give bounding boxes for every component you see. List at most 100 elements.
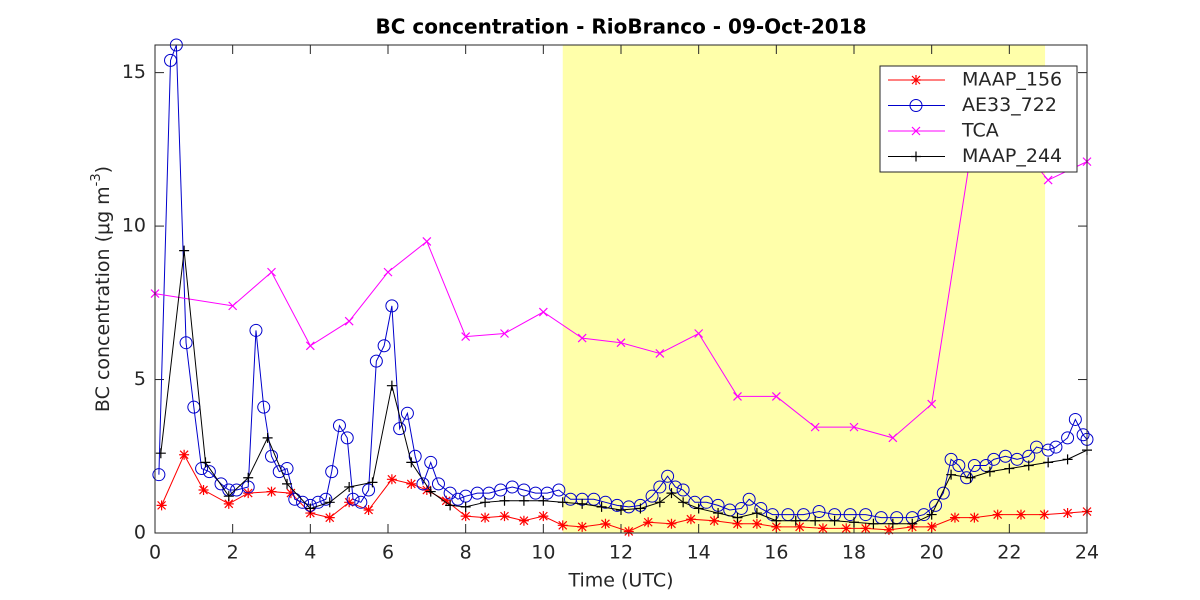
marker [616, 338, 626, 348]
marker [911, 151, 921, 162]
y-axis-label: BC concentration (μg m-3) [89, 166, 114, 412]
marker [324, 497, 335, 508]
x-axis-label: Time (UTC) [567, 570, 673, 592]
marker [849, 517, 859, 528]
marker [643, 517, 654, 528]
marker [386, 474, 397, 485]
marker [557, 497, 568, 508]
marker [311, 495, 325, 509]
marker [812, 505, 826, 519]
marker [340, 431, 354, 445]
marker [927, 399, 937, 409]
marker [887, 518, 898, 529]
marker [243, 472, 254, 483]
marker [202, 465, 216, 479]
marker [406, 457, 417, 468]
x-tick-label: 6 [382, 542, 394, 564]
marker [685, 514, 696, 525]
marker [451, 492, 465, 506]
marker [843, 508, 857, 522]
y-tick-label: 10 [122, 215, 146, 237]
marker [285, 488, 296, 499]
legend-label: MAAP_156 [962, 69, 1062, 91]
marker [678, 497, 689, 508]
marker [654, 497, 665, 508]
marker [911, 126, 921, 136]
marker [751, 518, 762, 529]
marker [332, 419, 346, 433]
marker [425, 486, 436, 497]
marker [751, 508, 762, 519]
marker [179, 336, 193, 350]
y-tick-label: 0 [134, 522, 146, 544]
marker [367, 477, 378, 488]
marker [732, 512, 743, 523]
marker [1062, 508, 1073, 519]
marker [907, 518, 918, 529]
marker [441, 495, 452, 506]
x-tick-label: 2 [227, 542, 239, 564]
marker [265, 449, 278, 463]
series-line [154, 133, 1088, 439]
marker [538, 495, 549, 506]
marker [538, 307, 548, 317]
marker [305, 341, 315, 351]
marker [480, 512, 491, 523]
marker [1049, 440, 1063, 454]
marker [377, 339, 391, 353]
marker [984, 466, 995, 477]
marker [693, 503, 704, 514]
x-tick-label: 8 [460, 542, 472, 564]
marker [952, 458, 966, 472]
legend: MAAP_156 AE33_722 TCA MAAP_244 [879, 65, 1078, 173]
marker [282, 478, 293, 489]
marker [152, 468, 166, 482]
marker [829, 515, 840, 526]
marker [771, 391, 781, 401]
marker [383, 267, 393, 277]
marker [422, 237, 432, 246]
marker [344, 497, 355, 508]
x-tick-label: 22 [997, 542, 1021, 564]
y-label-sup: -3 [89, 173, 104, 186]
legend-label: TCA [961, 120, 999, 142]
marker [460, 501, 471, 512]
x-tick-label: 16 [764, 542, 788, 564]
marker [179, 449, 190, 460]
marker [817, 523, 828, 534]
marker [346, 492, 360, 506]
marker [949, 512, 960, 523]
marker [1061, 431, 1075, 445]
marker [223, 491, 234, 502]
y-tick-label: 5 [134, 368, 146, 390]
marker [713, 508, 724, 519]
marker [732, 518, 743, 529]
marker [849, 422, 859, 432]
marker [460, 511, 471, 522]
marker [771, 515, 782, 526]
x-tick-label: 0 [149, 542, 161, 564]
marker [926, 509, 937, 520]
marker [344, 316, 354, 326]
marker [198, 485, 209, 496]
marker [262, 432, 273, 443]
marker [257, 400, 271, 414]
marker [480, 497, 491, 508]
marker [666, 488, 677, 499]
marker [518, 495, 529, 506]
marker [733, 391, 742, 401]
marker [661, 469, 675, 483]
marker [1043, 175, 1053, 185]
marker [431, 477, 445, 491]
marker [400, 406, 414, 420]
marker [363, 504, 374, 515]
x-tick-label: 4 [304, 542, 316, 564]
marker [810, 515, 821, 526]
marker [946, 469, 957, 480]
marker [500, 329, 509, 338]
marker [794, 521, 805, 532]
marker [393, 422, 407, 436]
marker [155, 448, 166, 459]
marker [1043, 457, 1054, 468]
marker [319, 492, 333, 506]
